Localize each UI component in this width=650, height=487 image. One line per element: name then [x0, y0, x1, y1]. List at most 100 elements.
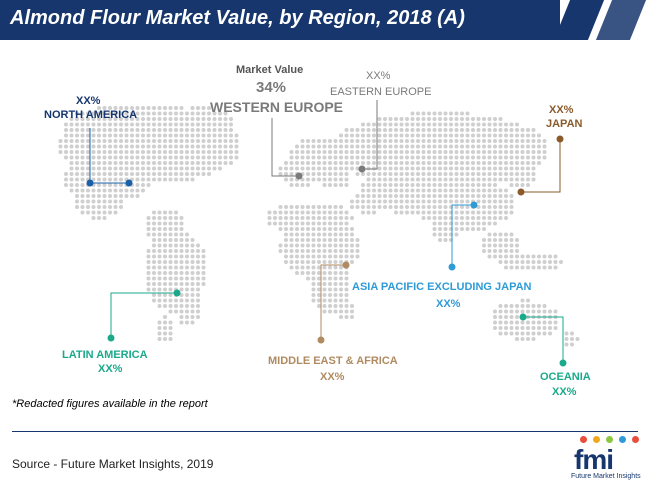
map-dot — [355, 205, 360, 209]
map-dot — [383, 150, 387, 154]
map-dot — [405, 117, 409, 121]
map-dot — [476, 188, 481, 193]
logo-mark: fmi — [574, 444, 614, 475]
map-dot — [317, 221, 321, 226]
map-dot — [311, 221, 316, 226]
map-dot — [570, 342, 574, 347]
map-dot — [443, 111, 448, 116]
map-dot — [190, 309, 195, 314]
map-dot — [317, 166, 321, 171]
map-dot — [119, 194, 123, 198]
map-dot — [152, 150, 156, 154]
map-dot — [179, 238, 184, 242]
map-dot — [113, 166, 118, 171]
apej-marker — [470, 201, 478, 209]
map-dot — [344, 232, 349, 237]
map-dot — [372, 188, 376, 193]
map-dot — [399, 166, 404, 171]
map-dot — [185, 271, 189, 275]
map-dot — [471, 161, 475, 165]
map-dot — [289, 183, 294, 187]
map-dot — [427, 172, 431, 176]
map-dot — [317, 282, 321, 286]
map-dot — [476, 150, 481, 154]
eastern-europe-marker — [358, 165, 366, 173]
map-dot — [168, 337, 173, 341]
map-dot — [361, 133, 365, 138]
map-dot — [113, 106, 118, 110]
map-dot — [113, 210, 118, 215]
map-dot — [498, 315, 503, 319]
map-dot — [427, 183, 431, 187]
map-dot — [482, 199, 486, 204]
map-dot — [152, 106, 156, 110]
map-dot — [141, 122, 145, 127]
map-dot — [174, 166, 178, 171]
map-dot — [482, 139, 486, 143]
map-dot — [372, 133, 376, 138]
map-dot — [163, 177, 167, 182]
map-dot — [119, 128, 123, 132]
map-dot — [328, 298, 332, 303]
map-dot — [542, 254, 547, 259]
map-dot — [69, 155, 74, 160]
map-dot — [300, 216, 305, 220]
map-dot — [399, 161, 404, 165]
map-dot — [339, 177, 343, 182]
map-dot — [207, 111, 211, 116]
map-dot — [504, 128, 508, 132]
map-dot — [300, 227, 305, 231]
map-dot — [460, 227, 464, 231]
map-dot — [152, 155, 156, 160]
map-dot — [515, 238, 519, 242]
map-dot — [328, 227, 332, 231]
map-dot — [416, 122, 420, 127]
map-dot — [80, 210, 85, 215]
map-dot — [174, 221, 178, 226]
map-dot — [80, 139, 85, 143]
map-dot — [333, 271, 338, 275]
map-dot — [361, 199, 365, 204]
map-dot — [179, 221, 184, 226]
map-dot — [339, 304, 343, 308]
map-dot — [322, 276, 327, 281]
map-dot — [350, 249, 354, 253]
map-dot — [108, 166, 112, 171]
map-dot — [317, 238, 321, 242]
map-dot — [75, 144, 79, 149]
map-dot — [361, 139, 365, 143]
map-dot — [476, 155, 481, 160]
map-dot — [300, 265, 305, 270]
map-dot — [476, 144, 481, 149]
map-dot — [168, 128, 173, 132]
map-dot — [284, 177, 288, 182]
map-dot — [460, 194, 464, 198]
map-dot — [333, 210, 338, 215]
map-dot — [130, 172, 134, 176]
map-dot — [526, 150, 530, 154]
map-dot — [284, 172, 288, 176]
map-dot — [207, 133, 211, 138]
map-dot — [465, 122, 470, 127]
map-dot — [317, 271, 321, 275]
map-dot — [174, 271, 178, 275]
map-dot — [504, 122, 508, 127]
map-dot — [234, 144, 239, 149]
map-dot — [344, 166, 349, 171]
map-dot — [322, 243, 327, 248]
map-dot — [493, 172, 497, 176]
map-dot — [355, 144, 360, 149]
map-dot — [190, 320, 195, 325]
map-dot — [372, 205, 376, 209]
map-dot — [322, 282, 327, 286]
map-dot — [427, 111, 431, 116]
map-dot — [515, 331, 519, 336]
map-dot — [339, 183, 343, 187]
map-dot — [465, 227, 470, 231]
map-dot — [196, 172, 200, 176]
map-dot — [69, 188, 74, 193]
map-dot — [328, 150, 332, 154]
map-dot — [399, 139, 404, 143]
map-dot — [515, 304, 519, 308]
map-dot — [212, 144, 217, 149]
